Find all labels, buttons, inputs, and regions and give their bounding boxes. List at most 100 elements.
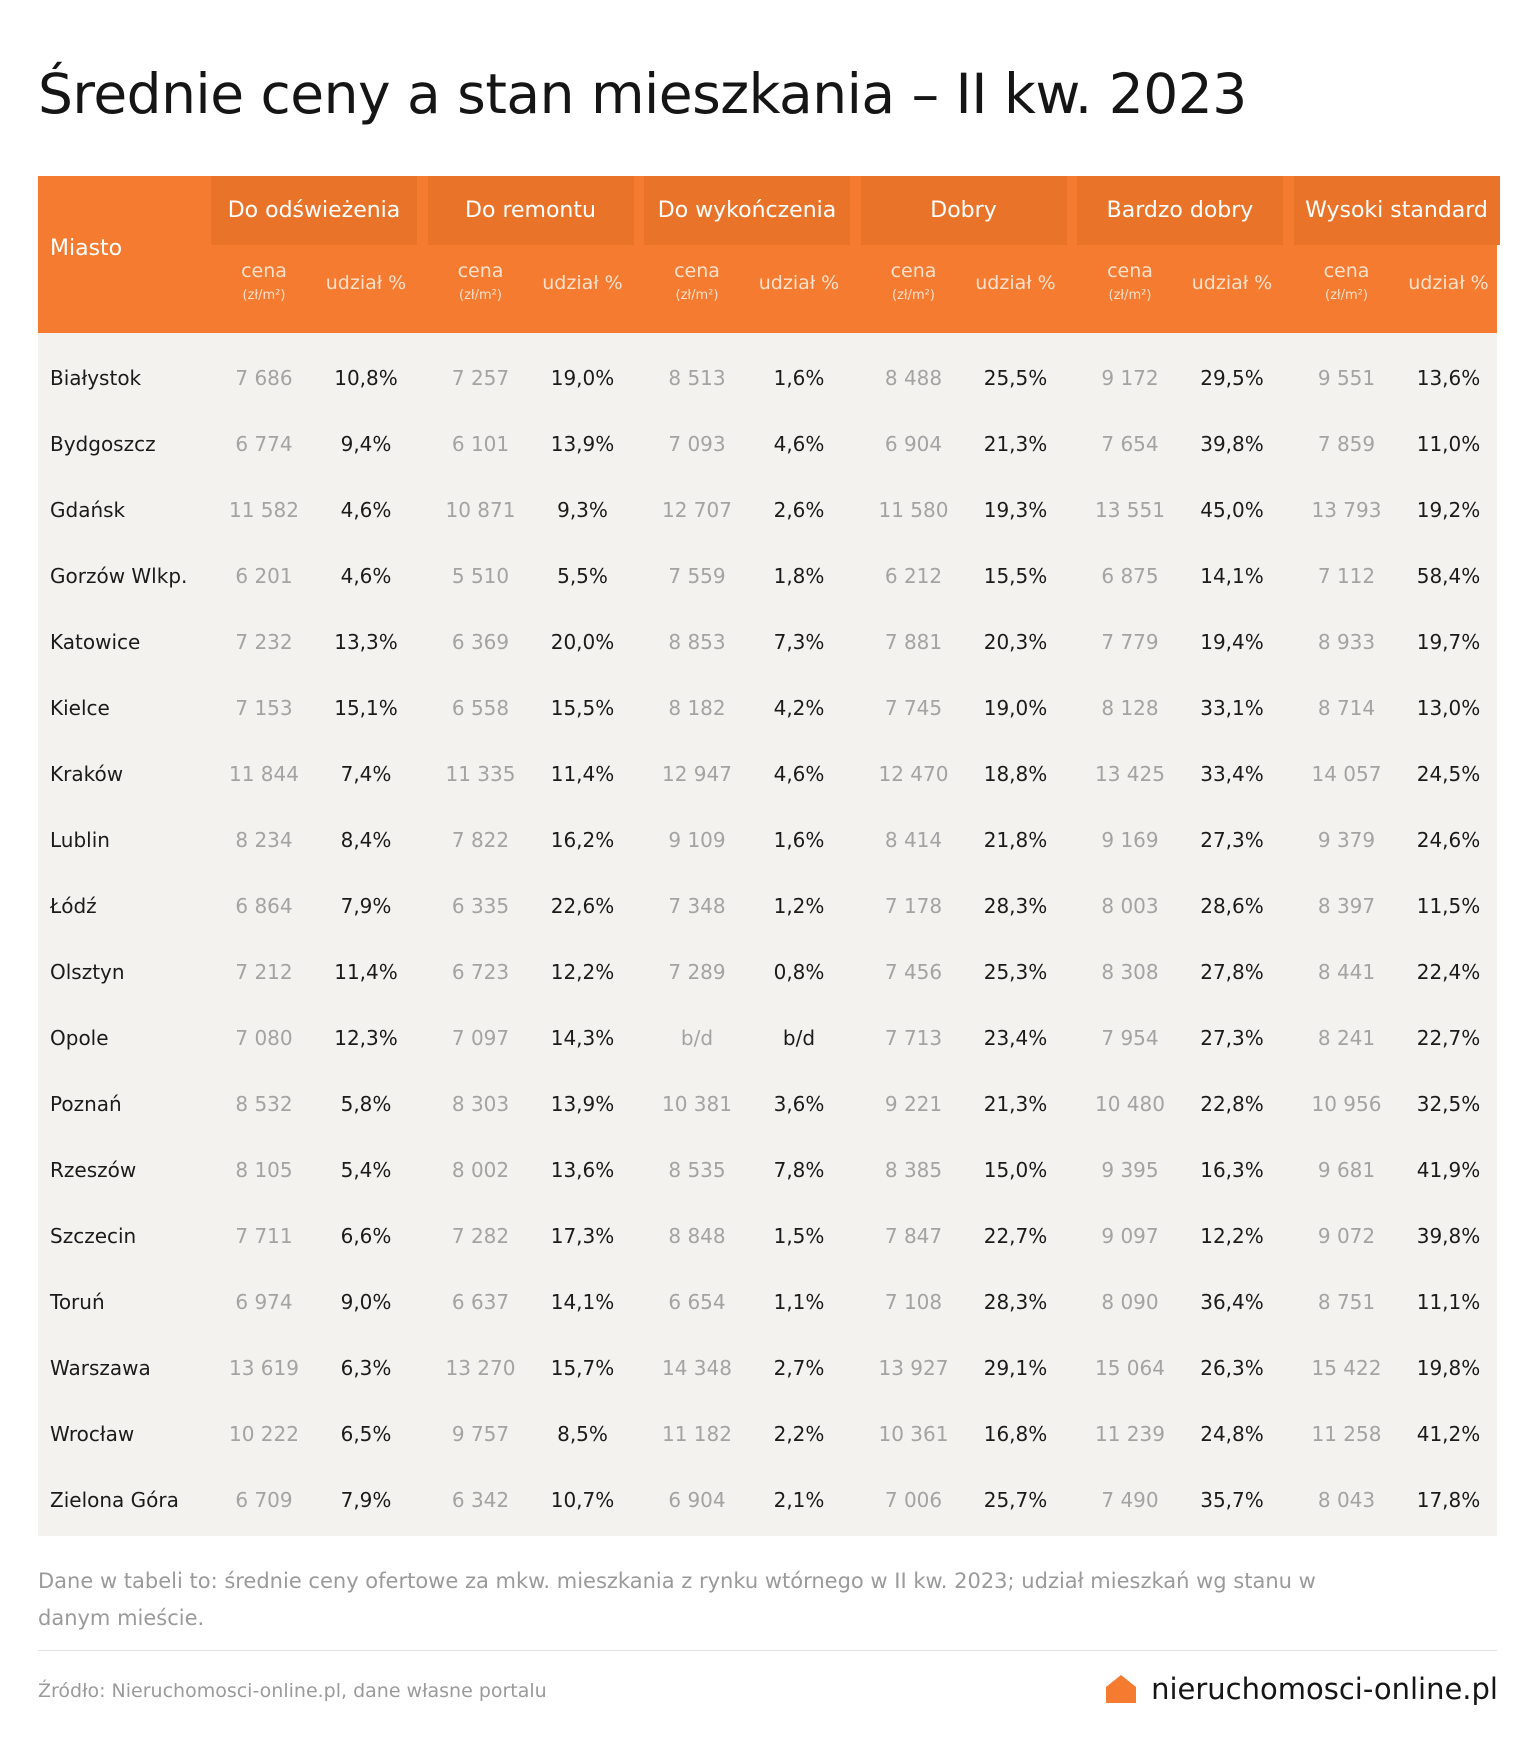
price-cell: 6 335 <box>451 894 510 918</box>
subheader-price: cena (zł/m²) <box>436 256 526 306</box>
share-cell: 10,7% <box>550 1488 615 1512</box>
price-cell: 10 381 <box>662 1092 732 1116</box>
price-cell: 7 348 <box>668 894 726 918</box>
share-cell: 32,5% <box>1416 1092 1481 1116</box>
share-cell: 21,8% <box>983 828 1048 852</box>
share-cell: 19,0% <box>983 696 1048 720</box>
price-cell: 8 397 <box>1317 894 1376 918</box>
price-cell: 7 847 <box>884 1224 943 1248</box>
price-cell: 8 090 <box>1101 1290 1159 1314</box>
subheader-share: udział % <box>1191 272 1273 294</box>
price-cell: 8 043 <box>1317 1488 1376 1512</box>
share-cell: 22,7% <box>983 1224 1048 1248</box>
price-cell: 7 654 <box>1101 432 1159 456</box>
share-cell: 28,6% <box>1200 894 1264 918</box>
subheader-share: udział % <box>542 272 623 294</box>
price-cell: 8 303 <box>451 1092 510 1116</box>
divider <box>38 1650 1497 1651</box>
price-cell: 9 072 <box>1317 1224 1376 1248</box>
share-cell: 11,4% <box>334 960 398 984</box>
table-row: Zielona Góra 6 709 7,9% 6 342 10,7% 6 904 2,1%… <box>38 1467 1497 1533</box>
price-cell: 15 064 <box>1095 1356 1165 1380</box>
subheader-price: cena (zł/m²) <box>1302 256 1392 306</box>
price-cell: 9 221 <box>884 1092 943 1116</box>
price-cell: 11 844 <box>229 762 299 786</box>
price-cell: 6 212 <box>884 564 943 588</box>
share-cell: 5,8% <box>340 1092 392 1116</box>
city-name: Rzeszów <box>50 1158 137 1182</box>
price-cell: 6 342 <box>451 1488 510 1512</box>
share-cell: 9,3% <box>557 498 608 522</box>
price-cell: 10 871 <box>445 498 516 522</box>
table-row: Kielce 7 153 15,1% 6 558 15,5% 8 182 4,2% 7 745… <box>38 675 1497 741</box>
city-name: Kielce <box>50 696 110 720</box>
share-cell: 7,4% <box>340 762 392 786</box>
share-cell: 2,7% <box>773 1356 825 1380</box>
city-name: Bydgoszcz <box>50 432 156 456</box>
share-cell: 20,0% <box>550 630 615 654</box>
share-cell: 11,4% <box>550 762 615 786</box>
price-cell: 13 551 <box>1095 498 1165 522</box>
share-cell: 33,1% <box>1200 696 1264 720</box>
table-row: Kraków 11 844 7,4% 11 335 11,4% 12 947 4,6% 12 … <box>38 741 1497 807</box>
subheader-share: udział % <box>758 272 840 294</box>
share-cell: 1,1% <box>773 1290 825 1314</box>
price-cell: 10 956 <box>1311 1092 1382 1116</box>
price-cell: 9 551 <box>1317 366 1376 390</box>
price-cell: 9 109 <box>668 828 726 852</box>
table-row: Opole 7 080 12,3% 7 097 14,3% b/d b/d 7 713 23,4… <box>38 1005 1497 1071</box>
price-cell: 7 559 <box>668 564 726 588</box>
subheader-price-label: cena <box>1107 260 1153 282</box>
share-cell: 7,3% <box>773 630 825 654</box>
house-icon <box>1106 1675 1137 1703</box>
share-cell: 8,5% <box>557 1422 608 1446</box>
price-cell: 9 681 <box>1317 1158 1376 1182</box>
table-row: Wrocław 10 222 6,5% 9 757 8,5% 11 182 2,2% 10 3… <box>38 1401 1497 1467</box>
share-cell: 13,9% <box>550 432 615 456</box>
share-cell: 25,3% <box>983 960 1048 984</box>
price-cell: 7 112 <box>1317 564 1376 588</box>
share-cell: 16,2% <box>550 828 615 852</box>
city-name: Wrocław <box>50 1422 135 1446</box>
share-cell: 9,4% <box>340 432 392 456</box>
price-cell: 13 927 <box>878 1356 949 1380</box>
city-name: Kraków <box>50 762 124 786</box>
share-cell: 29,1% <box>983 1356 1048 1380</box>
price-cell: 15 422 <box>1311 1356 1382 1380</box>
share-cell: 1,8% <box>773 564 825 588</box>
share-cell: 15,1% <box>334 696 398 720</box>
price-cell: 7 178 <box>884 894 943 918</box>
share-cell: 4,6% <box>340 564 392 588</box>
price-cell: 11 582 <box>229 498 299 522</box>
subheader-price-unit: (zł/m²) <box>675 288 719 303</box>
price-cell: 7 822 <box>451 828 510 852</box>
share-cell: 4,6% <box>773 762 825 786</box>
subheader-price: cena (zł/m²) <box>869 256 959 306</box>
share-cell: 11,5% <box>1416 894 1481 918</box>
price-cell: 7 153 <box>235 696 293 720</box>
share-cell: 27,8% <box>1200 960 1264 984</box>
share-cell: 23,4% <box>983 1026 1048 1050</box>
price-cell: 7 282 <box>451 1224 510 1248</box>
price-cell: 9 172 <box>1101 366 1159 390</box>
share-cell: 39,8% <box>1416 1224 1481 1248</box>
price-cell: 6 369 <box>451 630 510 654</box>
price-cell: 6 864 <box>235 894 293 918</box>
subheader-price-label: cena <box>457 260 504 282</box>
price-cell: 8 751 <box>1317 1290 1376 1314</box>
condition-header: Do remontu <box>427 176 634 245</box>
price-cell: 7 212 <box>235 960 293 984</box>
share-cell: 13,6% <box>550 1158 615 1182</box>
price-cell: 8 002 <box>451 1158 510 1182</box>
price-cell: 8 513 <box>668 366 726 390</box>
share-cell: 22,8% <box>1200 1092 1264 1116</box>
share-cell: 41,2% <box>1416 1422 1481 1446</box>
share-cell: 24,5% <box>1416 762 1481 786</box>
price-cell: 7 745 <box>884 696 943 720</box>
share-cell: 12,2% <box>550 960 615 984</box>
price-cell: 6 654 <box>668 1290 726 1314</box>
price-cell: 13 425 <box>1095 762 1165 786</box>
share-cell: 19,4% <box>1200 630 1264 654</box>
city-name: Białystok <box>50 366 142 390</box>
share-cell: 22,6% <box>550 894 615 918</box>
